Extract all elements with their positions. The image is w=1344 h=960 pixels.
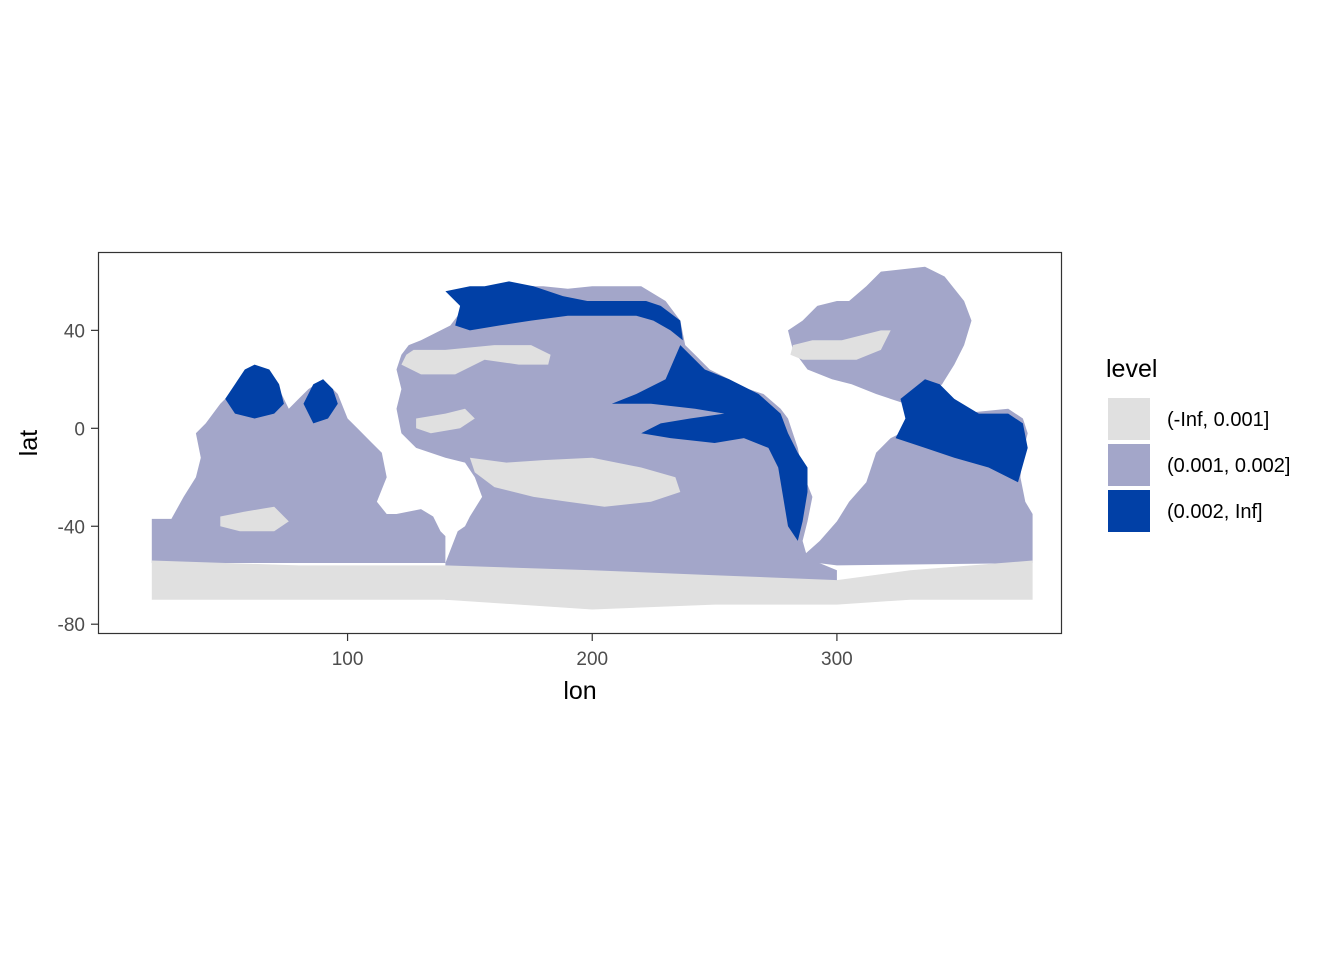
legend-label: (0.002, Inf] [1167, 501, 1263, 523]
y-axis: 40 0 -40 -80 [58, 321, 98, 636]
heatmap-regions [151, 266, 1033, 610]
region-arabian-sea [225, 364, 284, 419]
x-axis: 100 200 300 [332, 634, 853, 670]
legend: level (-Inf, 0.001] (0.001, 0.002] (0.002,… [1106, 355, 1290, 532]
legend-key-inf-0-001 [1108, 398, 1150, 440]
legend-label: (-Inf, 0.001] [1167, 409, 1269, 431]
x-axis-title: lon [563, 677, 596, 705]
legend-label: (0.001, 0.002] [1167, 455, 1290, 477]
legend-key-0-002-inf [1108, 490, 1150, 532]
region-south-indian-patch [220, 506, 289, 532]
y-tick-label: 40 [64, 321, 85, 342]
region-pacific-ocean [396, 286, 837, 600]
region-bay-of-bengal [303, 379, 338, 424]
region-subarctic-north-pacific [445, 281, 683, 341]
y-tick-label: -80 [58, 615, 85, 636]
y-axis-title: lat [15, 430, 43, 456]
region-north-pacific-subtropical [401, 345, 551, 375]
region-indian-ocean [151, 369, 446, 563]
y-tick-label: 0 [74, 419, 85, 440]
plot-panel-border [97, 251, 1063, 635]
x-tick-label: 300 [821, 649, 853, 670]
region-south-pacific-gyre [469, 457, 681, 507]
region-southern-ocean-band [151, 560, 1033, 610]
region-eastern-tropical-atlantic [895, 379, 1028, 483]
x-tick-label: 100 [332, 649, 364, 670]
legend-title: level [1106, 355, 1157, 383]
legend-entries: (-Inf, 0.001] (0.001, 0.002] (0.002, Inf] [1108, 398, 1290, 532]
y-tick-label: -40 [58, 517, 85, 538]
region-western-pacific-warm-pool [416, 408, 475, 434]
region-eastern-equatorial-pacific [611, 345, 808, 541]
legend-key-0-001-0-002 [1108, 444, 1150, 486]
x-tick-label: 200 [576, 649, 608, 670]
region-north-atlantic-subtropical [790, 330, 891, 360]
